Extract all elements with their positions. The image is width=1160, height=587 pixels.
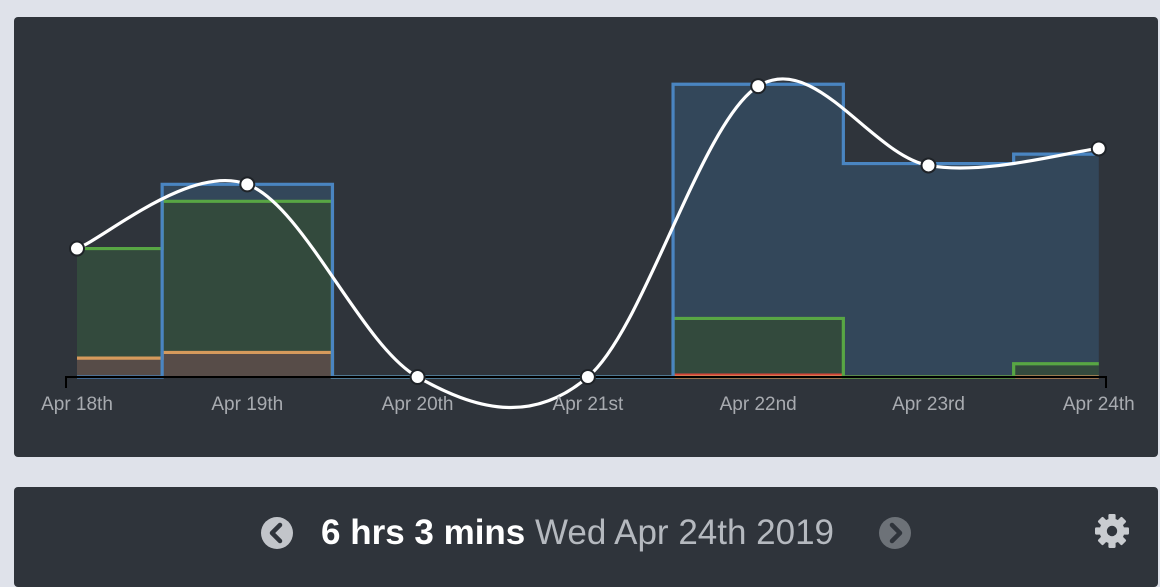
total-point-7 (1090, 140, 1107, 157)
summary-title: 6 hrs 3 mins Wed Apr 24th 2019 (321, 511, 834, 555)
chart-panel: Apr 18th Apr 19th Apr 20th Apr 21st Apr 22nd… (14, 17, 1158, 457)
settings-button[interactable] (1093, 512, 1131, 550)
x-tick-label: Apr 21st (553, 394, 624, 415)
total-point-2 (239, 176, 256, 193)
total-point-1 (69, 240, 85, 257)
daily-chart: Apr 18th Apr 19th Apr 20th Apr 21st Apr 22nd… (41, 77, 1135, 415)
previous-day-button[interactable] (261, 517, 293, 549)
total-point-3 (409, 369, 426, 385)
x-tick-label: Apr 23rd (892, 394, 965, 415)
total-duration: 6 hrs 3 mins (321, 513, 526, 552)
chevron-left-icon (269, 522, 283, 544)
x-tick-label: Apr 24th (1063, 394, 1135, 415)
date-navigation-bar: 6 hrs 3 mins Wed Apr 24th 2019 (14, 487, 1158, 587)
x-tick-label: Apr 22nd (720, 394, 797, 415)
gear-icon (1095, 514, 1129, 548)
total-point-4 (579, 369, 596, 385)
x-tick-label: Apr 18th (41, 394, 113, 415)
chevron-right-icon (889, 522, 903, 544)
x-tick-label: Apr 20th (382, 394, 454, 415)
next-day-button[interactable] (879, 517, 911, 549)
total-point-5 (750, 78, 767, 95)
total-point-6 (920, 157, 937, 174)
selected-date: Wed Apr 24th 2019 (535, 513, 835, 552)
x-tick-label: Apr 19th (211, 394, 283, 415)
